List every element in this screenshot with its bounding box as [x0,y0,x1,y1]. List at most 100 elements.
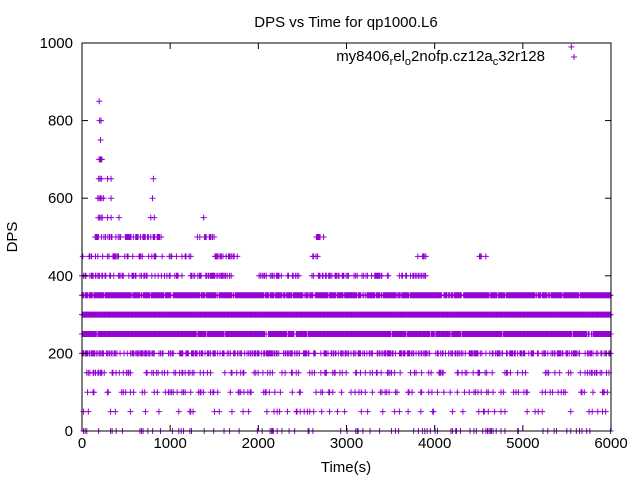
data-point [214,389,221,396]
data-point [108,195,115,202]
data-point [207,369,214,376]
data-point [175,408,182,415]
data-point [297,389,304,396]
data-point [428,369,435,376]
data-point [178,272,185,279]
data-point [341,408,348,415]
data-point [96,98,103,105]
data-point [289,389,296,396]
data-point [216,408,223,415]
data-point [310,408,317,415]
legend-label-part: 2nofp.cz12a [411,48,493,65]
x-tick-label: 0 [78,435,86,452]
data-point [478,389,485,396]
data-point [454,389,461,396]
x-tick-label: 6000 [594,435,627,452]
data-point [295,369,302,376]
data-point [491,408,498,415]
data-point [417,408,424,415]
data-point [607,331,614,337]
y-tick-label: 1000 [40,35,73,52]
data-point [277,389,284,396]
data-point [385,272,392,279]
data-point [245,408,252,415]
data-point [202,234,209,240]
data-point [549,389,556,396]
data-point [418,389,425,396]
legend-label-part: my8406 [336,48,389,65]
data-point [221,369,228,376]
legend-label-subscript: o [405,56,411,68]
legend-label-subscript: r [390,56,394,68]
data-point [386,389,393,396]
data-point [240,408,247,415]
data-point [567,408,574,415]
data-point [319,389,326,396]
data-point [141,389,148,396]
data-point [97,137,104,143]
data-point [116,214,123,221]
data-point [485,408,492,415]
data-point [463,369,470,376]
data-point [211,234,218,240]
data-point [338,389,345,396]
data-point [170,350,177,357]
data-point [127,369,134,376]
data-point [115,253,122,260]
data-point [150,175,157,182]
data-point [482,253,489,260]
data-point [589,408,596,415]
data-point [248,389,255,396]
data-point [440,369,447,376]
data-point [405,408,412,415]
data-point [187,253,194,260]
data-point [84,389,91,396]
data-point [164,369,171,376]
legend-marker-symbol [571,54,577,60]
data-point [278,272,285,279]
data-point [440,389,447,396]
data-point [397,369,404,376]
data-point [97,117,104,124]
data-point [422,253,429,260]
data-point [108,214,115,221]
data-point [98,156,105,163]
x-axis-label: Time(s) [321,459,371,476]
x-tick-label: 1000 [153,435,186,452]
data-point [449,408,456,415]
data-point [501,408,508,415]
data-point [190,369,197,376]
x-tick-label: 5000 [506,435,539,452]
data-point [345,272,352,279]
data-point [329,389,336,396]
legend-label-part: el [393,48,405,65]
data-point [604,389,611,396]
data-point [522,369,529,376]
data-point [323,369,330,376]
data-point [490,389,497,396]
data-point [228,272,235,279]
data-point [112,408,119,415]
data-point [98,175,105,182]
data-point [409,389,416,396]
data-point [159,350,166,357]
data-point [227,389,234,396]
data-point [364,408,371,415]
data-point [142,408,149,415]
chart-title: DPS vs Time for qp1000.L6 [254,14,437,31]
data-point [422,272,429,279]
y-tick-label: 400 [48,268,73,285]
data-point [343,369,350,376]
y-axis: 0 200 400 600 800 1000 [40,35,611,440]
data-point [282,369,289,376]
data-point [413,369,420,376]
data-point [187,389,194,396]
data-point [556,369,563,376]
data-point [85,408,92,415]
data-point [182,389,189,396]
data-point [334,408,341,415]
data-point [269,369,276,376]
data-point [483,369,490,376]
data-point [567,369,574,376]
